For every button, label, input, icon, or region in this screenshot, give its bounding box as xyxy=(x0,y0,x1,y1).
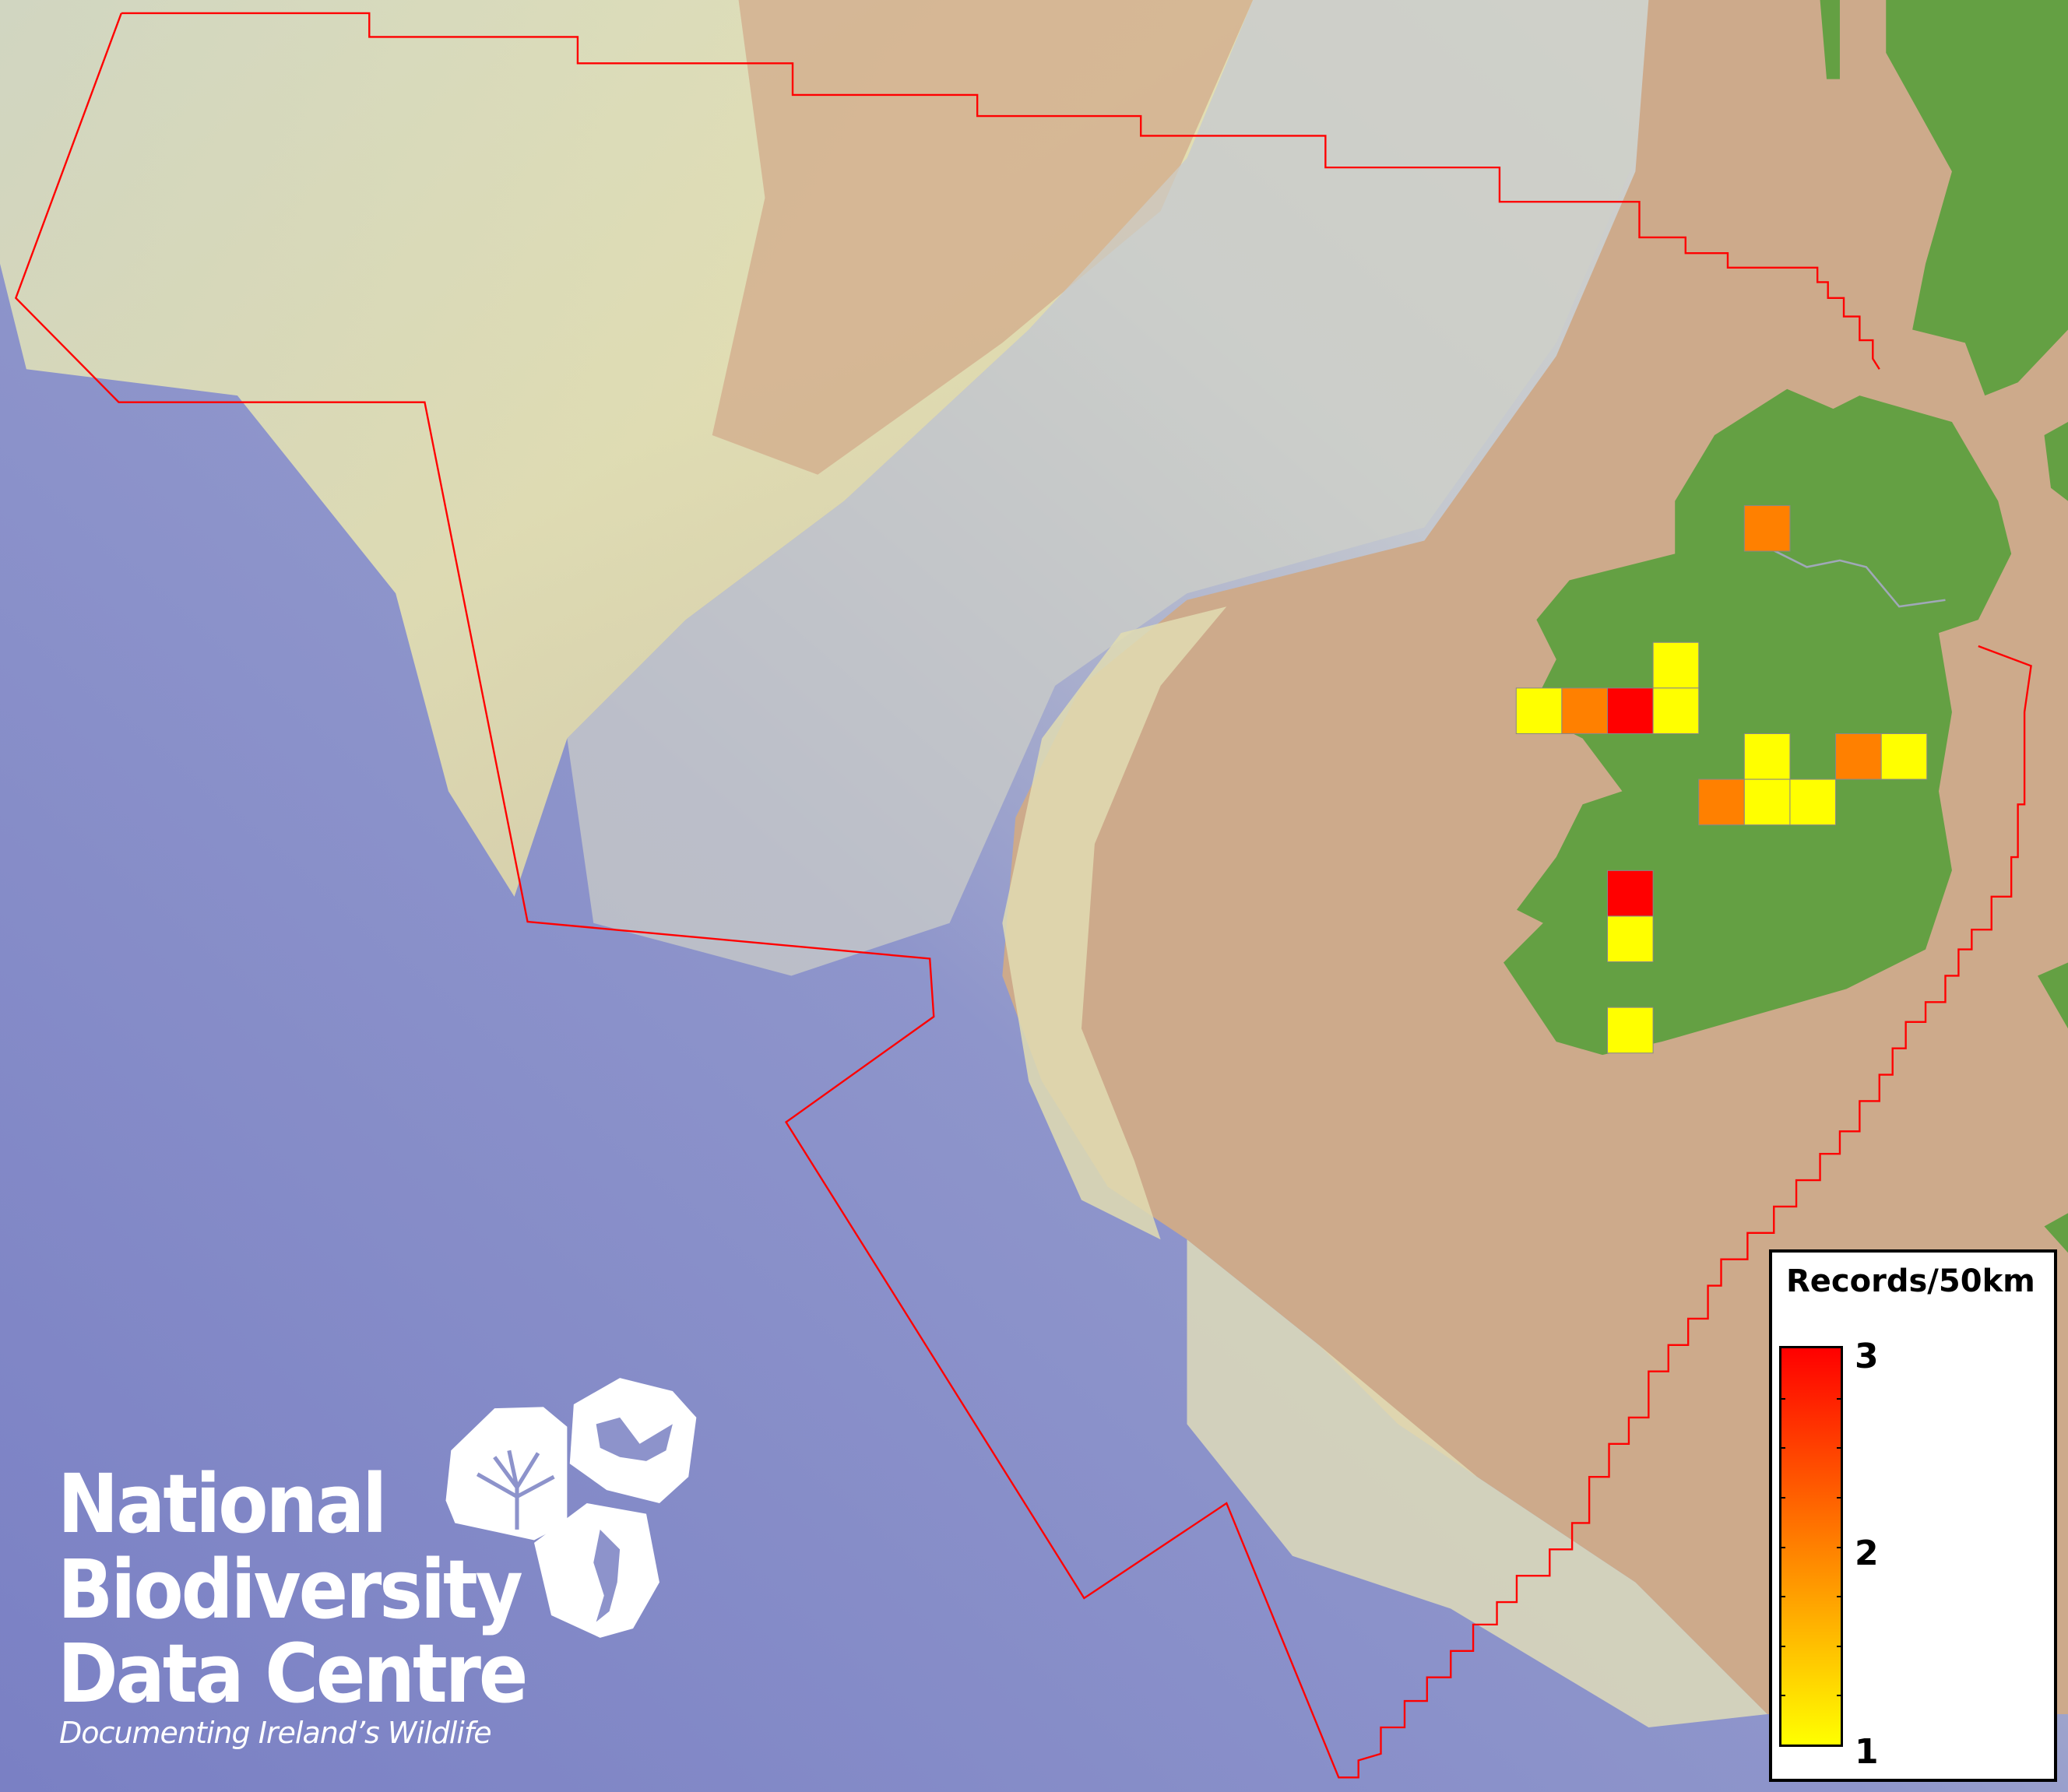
porcupine-bank-slope xyxy=(1002,606,1227,1240)
legend-color-ramp xyxy=(1779,1346,1843,1747)
seahorse-icon xyxy=(593,1529,621,1622)
grid-cell-records-2 xyxy=(1561,687,1609,734)
great-britain-landmass xyxy=(1820,0,2068,1253)
legend: Records/50km 3 2 1 xyxy=(1769,1249,2057,1782)
northern-ireland-border xyxy=(1753,539,1946,608)
tree-icon xyxy=(476,1449,555,1530)
grid-cell-records-1 xyxy=(1789,778,1837,826)
grid-cell-records-3 xyxy=(1606,870,1654,917)
grid-cell-records-1 xyxy=(1743,778,1791,826)
grid-cell-records-2 xyxy=(1835,733,1882,780)
grid-cell-records-1 xyxy=(1606,915,1654,963)
grid-cell-records-1 xyxy=(1743,733,1791,780)
nbdc-logo-hexagons xyxy=(445,1378,697,1638)
grid-cell-records-1 xyxy=(1652,687,1700,734)
grid-cell-records-3 xyxy=(1606,687,1654,734)
grid-cell-records-2 xyxy=(1743,504,1791,552)
logo-line-national: National xyxy=(58,1456,387,1551)
legend-label-max: 3 xyxy=(1855,1337,1879,1376)
eez-boundary-west xyxy=(14,12,2032,1779)
eez-boundary xyxy=(121,12,1880,370)
shelf-slope xyxy=(567,0,1649,976)
butterfly-icon xyxy=(596,1417,673,1461)
grid-cell-records-2 xyxy=(1698,778,1745,826)
grid-cell-records-1 xyxy=(1515,687,1563,734)
grid-cell-records-1 xyxy=(1880,733,1928,780)
legend-label-min: 1 xyxy=(1855,1732,1879,1772)
logo-tagline: Documenting Ireland’s Wildlife xyxy=(59,1716,492,1750)
legend-title: Records/50km xyxy=(1786,1263,2035,1299)
record-grid-cells xyxy=(1515,504,1928,1054)
legend-label-mid: 2 xyxy=(1855,1534,1879,1573)
logo-line-data-centre: Data Centre xyxy=(58,1626,528,1721)
celtic-slope xyxy=(1187,1239,1767,1727)
tan-shelf-north xyxy=(712,0,1254,475)
grid-cell-records-1 xyxy=(1606,1007,1654,1054)
grid-cell-records-1 xyxy=(1652,641,1700,689)
logo-line-biodiversity: Biodiversity xyxy=(58,1542,523,1637)
